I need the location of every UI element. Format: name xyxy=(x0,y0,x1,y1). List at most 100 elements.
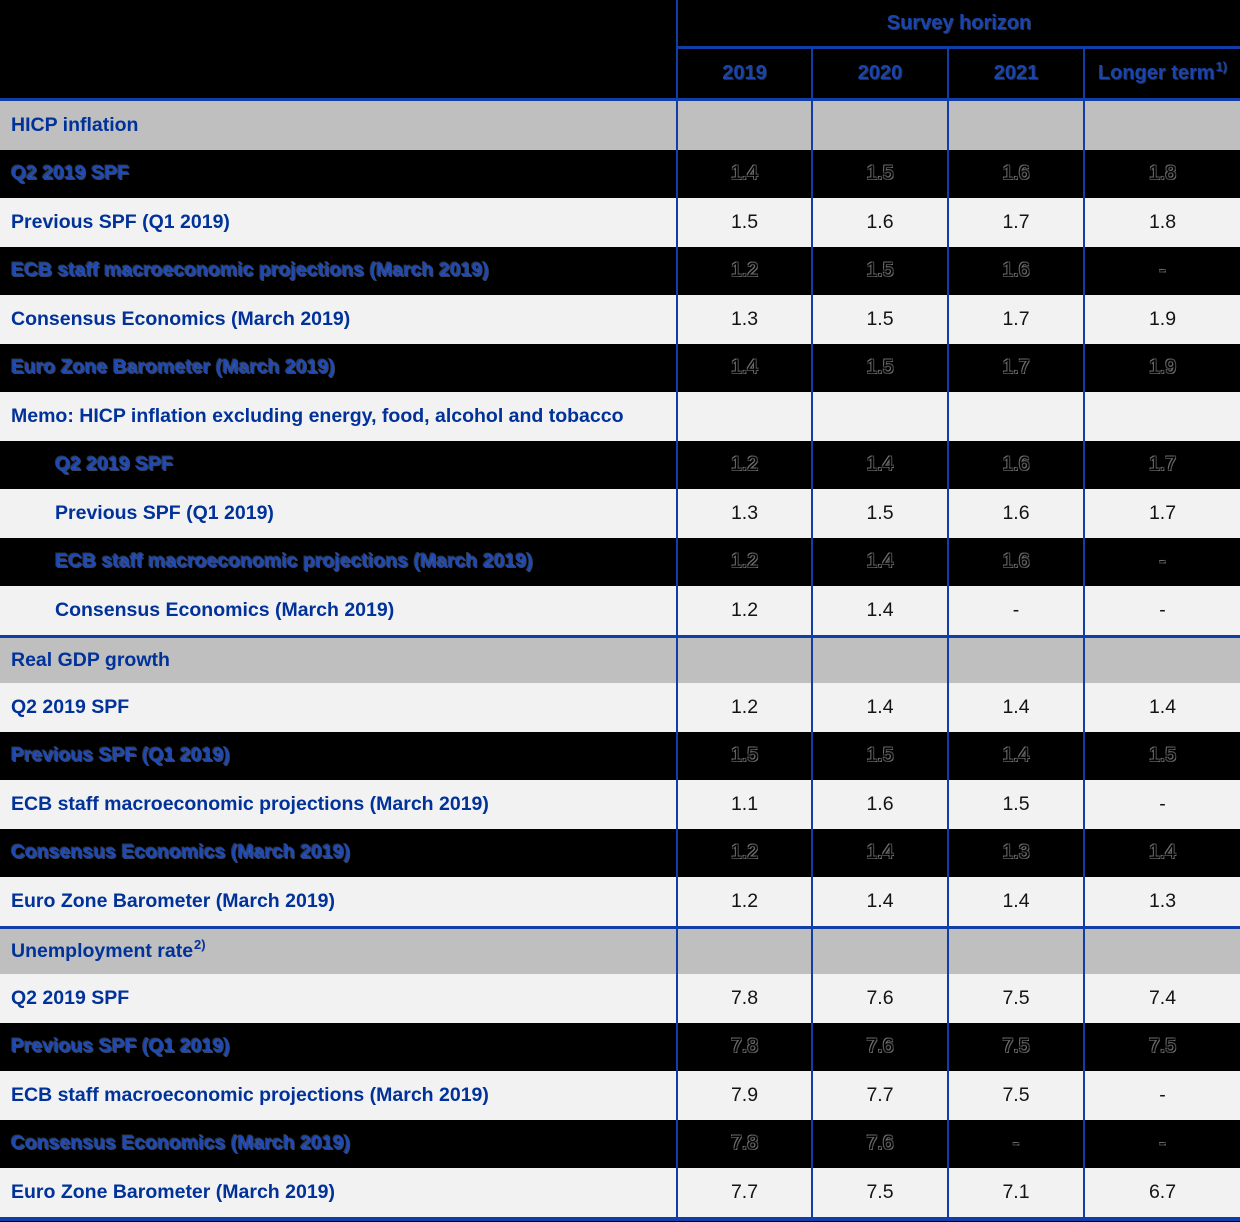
value-cell: 1.2 xyxy=(676,537,811,586)
value-cell: - xyxy=(1083,1119,1240,1168)
value-cell: 1.5 xyxy=(811,295,947,344)
value-cell: 1.8 xyxy=(1083,198,1240,247)
value-cell: 1.5 xyxy=(1083,731,1240,780)
value-cell xyxy=(947,101,1083,150)
value-cell: - xyxy=(1083,537,1240,586)
data-row: Euro Zone Barometer (March 2019) 1.4 1.5 1.… xyxy=(0,343,1240,392)
data-row: ECB staff macroeconomic projections (Mar… xyxy=(0,780,1240,829)
value-cell: 1.1 xyxy=(676,780,811,829)
column-header-longer-term: Longer term 1) xyxy=(1083,49,1240,98)
value-cell: 1.6 xyxy=(947,440,1083,489)
value-cell: 1.6 xyxy=(947,537,1083,586)
value-cell: 1.5 xyxy=(676,731,811,780)
data-row: Consensus Economics (March 2019) 1.2 1.4- - xyxy=(0,586,1240,635)
row-label: ECB staff macroeconomic projections (Mar… xyxy=(11,259,489,282)
row-label: Q2 2019 SPF xyxy=(11,695,130,718)
value-cell: - xyxy=(1083,246,1240,295)
value-cell: 1.6 xyxy=(947,489,1083,538)
value-cell: 1.4 xyxy=(947,731,1083,780)
value-cell: 1.7 xyxy=(947,343,1083,392)
data-row: Euro Zone Barometer (March 2019) 1.2 1.4 1.… xyxy=(0,877,1240,926)
row-label: Euro Zone Barometer (March 2019) xyxy=(11,889,336,912)
value-cell: 1.4 xyxy=(1083,828,1240,877)
header-spacer xyxy=(0,0,676,49)
value-cell: 1.9 xyxy=(1083,343,1240,392)
data-row: Q2 2019 SPF 1.4 1.5 1.6 1.8 xyxy=(0,149,1240,198)
header-spacer xyxy=(0,49,676,98)
value-cell: 1.2 xyxy=(676,828,811,877)
value-cell: 7.8 xyxy=(676,1022,811,1071)
value-cell: 1.4 xyxy=(811,440,947,489)
table-bottom-border xyxy=(0,1216,1240,1221)
value-cell: 1.7 xyxy=(947,198,1083,247)
value-cell: 7.5 xyxy=(947,1071,1083,1120)
value-cell: 1.4 xyxy=(947,877,1083,926)
data-row: Euro Zone Barometer (March 2019) 7.7 7.5 7.… xyxy=(0,1168,1240,1217)
value-cell xyxy=(676,392,811,441)
row-label: Euro Zone Barometer (March 2019) xyxy=(11,356,336,379)
footnote-marker: 2) xyxy=(194,936,206,952)
row-label: Previous SPF (Q1 2019) xyxy=(55,501,274,524)
value-cell: - xyxy=(1083,1071,1240,1120)
column-header-label: 2021 xyxy=(993,62,1039,84)
value-cell xyxy=(811,101,947,150)
value-cell: 1.4 xyxy=(676,149,811,198)
value-cell: 1.3 xyxy=(1083,877,1240,926)
value-cell: 7.8 xyxy=(676,1119,811,1168)
data-row: Previous SPF (Q1 2019) 1.5 1.5 1.4 1.5 xyxy=(0,731,1240,780)
value-cell: 1.9 xyxy=(1083,295,1240,344)
value-cell: 1.6 xyxy=(947,246,1083,295)
data-row: Q2 2019 SPF 7.8 7.6 7.5 7.4 xyxy=(0,974,1240,1023)
value-cell xyxy=(676,101,811,150)
row-label: Consensus Economics (March 2019) xyxy=(11,1132,351,1155)
footnote-marker: 1) xyxy=(1215,59,1228,74)
value-cell: 1.4 xyxy=(811,683,947,732)
column-header-2021: 2021 xyxy=(947,49,1083,98)
value-cell: 1.6 xyxy=(947,149,1083,198)
value-cell: 1.4 xyxy=(811,586,947,635)
value-cell xyxy=(811,637,947,683)
row-label: Real GDP growth xyxy=(11,648,170,671)
memo-header-row: Memo: HICP inflation excluding energy, f… xyxy=(0,392,1240,441)
value-cell: 7.6 xyxy=(811,974,947,1023)
value-cell: 7.5 xyxy=(947,1022,1083,1071)
row-label: Previous SPF (Q1 2019) xyxy=(11,744,230,767)
value-cell: 7.7 xyxy=(811,1071,947,1120)
value-cell: 1.3 xyxy=(676,489,811,538)
row-label: ECB staff macroeconomic projections (Mar… xyxy=(11,1083,489,1106)
row-label: Consensus Economics (March 2019) xyxy=(55,598,395,621)
value-cell: 6.7 xyxy=(1083,1168,1240,1217)
value-cell xyxy=(676,928,811,974)
value-cell: 1.5 xyxy=(811,246,947,295)
value-cell: 1.4 xyxy=(811,828,947,877)
data-row: Previous SPF (Q1 2019) 1.3 1.5 1.6 1.7 xyxy=(0,489,1240,538)
value-cell: 7.1 xyxy=(947,1168,1083,1217)
data-row: ECB staff macroeconomic projections (Mar… xyxy=(0,537,1240,586)
section-header-row: Real GDP growth xyxy=(0,634,1240,683)
value-cell: 1.7 xyxy=(947,295,1083,344)
row-label: ECB staff macroeconomic projections (Mar… xyxy=(55,550,533,573)
value-cell: 1.6 xyxy=(811,198,947,247)
row-label: Previous SPF (Q1 2019) xyxy=(11,1035,230,1058)
value-cell: 1.6 xyxy=(811,780,947,829)
row-label: Euro Zone Barometer (March 2019) xyxy=(11,1180,336,1203)
value-cell xyxy=(811,392,947,441)
data-row: Q2 2019 SPF 1.2 1.4 1.6 1.7 xyxy=(0,440,1240,489)
value-cell: - xyxy=(947,586,1083,635)
section-header-row: Unemployment rate 2) xyxy=(0,925,1240,974)
value-cell: 1.4 xyxy=(947,683,1083,732)
value-cell: 7.6 xyxy=(811,1022,947,1071)
column-header-label: 2019 xyxy=(722,62,767,84)
value-cell: 7.7 xyxy=(676,1168,811,1217)
value-cell: 1.7 xyxy=(1083,440,1240,489)
section-header-row: HICP inflation xyxy=(0,101,1240,150)
value-cell: 7.4 xyxy=(1083,974,1240,1023)
value-cell xyxy=(1083,928,1240,974)
value-cell: 1.5 xyxy=(811,489,947,538)
value-cell: 7.5 xyxy=(1083,1022,1240,1071)
value-cell: 1.5 xyxy=(811,731,947,780)
data-row: Consensus Economics (March 2019) 7.8 7.6- - xyxy=(0,1119,1240,1168)
survey-horizon-header: Survey horizon xyxy=(676,0,1240,49)
row-label: Q2 2019 SPF xyxy=(55,453,174,476)
row-label: Q2 2019 SPF xyxy=(11,162,130,185)
